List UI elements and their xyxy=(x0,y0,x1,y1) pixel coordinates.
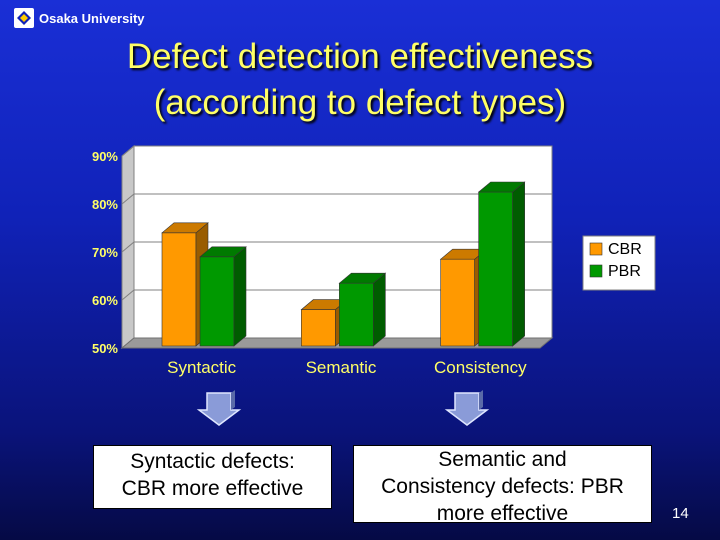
title-line-1: Defect detection effectiveness xyxy=(126,37,594,76)
bar-cbr-consistency xyxy=(440,258,475,347)
y-tick-label: 60% xyxy=(92,293,118,308)
slide-title: Defect detection effectiveness (accordin… xyxy=(0,34,720,126)
legend-swatch-cbr xyxy=(589,242,603,256)
syntactic-note-line-1: Syntactic defects: xyxy=(130,450,295,473)
bar-top-pbr-consistency xyxy=(477,181,526,193)
down-arrow-left-icon-side xyxy=(231,390,235,410)
bar-pbr-semantic xyxy=(339,282,374,347)
y-tick-label: 80% xyxy=(92,197,118,212)
gridline xyxy=(121,145,552,157)
down-arrow-right-icon-side xyxy=(479,390,483,410)
bar-side-pbr-consistency xyxy=(512,181,525,347)
legend-label-pbr: PBR xyxy=(608,263,641,280)
y-tick-label: 50% xyxy=(92,341,118,356)
legend-swatch-pbr xyxy=(589,264,603,278)
bar-cbr-syntactic xyxy=(161,232,197,347)
osaka-university-emblem-icon xyxy=(14,8,34,28)
category-label-consistency: Consistency xyxy=(434,358,527,377)
bar-top-pbr-syntactic xyxy=(199,246,247,258)
legend-label-cbr: CBR xyxy=(608,241,642,258)
category-label-semantic: Semantic xyxy=(306,358,377,377)
semantic-consistency-note-box: Semantic and Consistency defects: PBR mo… xyxy=(353,445,652,525)
gridline xyxy=(121,241,552,253)
semantic-note-line-2: Consistency defects: PBR xyxy=(381,475,624,498)
title-line-2: (according to defect types) xyxy=(153,83,567,122)
bar-cbr-semantic xyxy=(301,309,336,347)
university-logo: Osaka University xyxy=(14,8,145,28)
page-number: 14 xyxy=(672,505,689,522)
gridline xyxy=(121,289,552,301)
bar-top-pbr-semantic xyxy=(338,272,387,284)
bar-pbr-syntactic xyxy=(199,256,235,347)
gridline xyxy=(121,193,552,205)
semantic-note-line-3: more effective xyxy=(436,502,569,525)
y-tick-label: 90% xyxy=(92,149,118,164)
bar-side-pbr-semantic xyxy=(373,272,386,347)
org-name: Osaka University xyxy=(39,10,145,26)
bar-pbr-consistency xyxy=(478,191,513,347)
y-tick-label: 70% xyxy=(92,245,118,260)
bar-top-cbr-syntactic xyxy=(161,222,209,234)
semantic-note-line-1: Semantic and xyxy=(438,448,567,471)
category-label-syntactic: Syntactic xyxy=(167,358,236,377)
syntactic-note-line-2: CBR more effective xyxy=(121,477,304,500)
syntactic-note-box: Syntactic defects: CBR more effective xyxy=(93,445,332,509)
bar-side-pbr-syntactic xyxy=(233,246,247,347)
